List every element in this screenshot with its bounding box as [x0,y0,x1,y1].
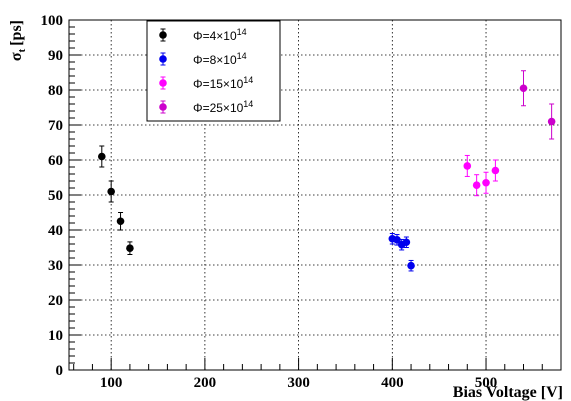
y-tick-labels: 0 10 20 30 40 50 60 70 80 90 100 [41,13,64,379]
x-tick-label: 200 [194,375,217,391]
data-point [472,181,481,189]
y-axis-title-subscript: t [16,48,28,52]
y-tick-label: 70 [48,118,63,134]
legend-entry: Φ=8×1014 [159,51,247,67]
legend-entry: Φ=15×1014 [159,75,253,91]
x-tick-label: 500 [475,375,498,391]
legend-marker [159,31,167,39]
x-tick-label: 100 [100,375,123,391]
data-point [107,187,115,196]
data-markers [98,70,556,272]
legend-entry: Φ=4×1014 [159,27,247,43]
x-axis-title: Bias Voltage [V] [453,384,563,401]
y-axis-title: σt [ps] [8,20,28,61]
data-point [482,178,490,187]
data-point [547,117,556,126]
data-point [402,238,411,247]
y-tick-label: 90 [48,48,63,64]
y-tick-label: 60 [48,153,63,169]
data-point [463,162,472,170]
plot-frame [68,19,562,371]
data-point [126,244,134,252]
y-tick-label: 10 [48,328,63,344]
series--15-10 [463,154,500,197]
legend-marker [159,55,167,63]
legend-label: Φ=15×1014 [193,75,253,91]
series--4-10 [98,145,134,255]
series--8-10 [388,233,415,272]
x-tick-labels: 100 200 300 400 500 [100,375,497,391]
legend-marker [159,79,167,87]
y-tick-label: 20 [48,293,63,309]
x-tick-label: 400 [381,375,404,391]
data-point [116,217,125,226]
legend-label: Φ=4×1014 [193,27,247,43]
data-point [393,236,401,244]
legend-label: Φ=8×1014 [193,51,247,67]
data-point [407,261,415,270]
legend: Φ=4×1014 Φ=8×1014 Φ=15×1014 Φ=25×1014 [146,20,281,122]
axis-ticks [69,19,562,371]
y-tick-label: 0 [56,363,64,379]
legend-marker [159,103,167,111]
series--25-10 [519,70,556,140]
y-tick-label: 80 [48,83,63,99]
data-point [98,152,106,161]
legend-label: Φ=25×1014 [193,99,253,115]
legend-box [146,20,281,122]
y-tick-label: 100 [41,13,64,29]
legend-entry: Φ=25×1014 [159,99,253,115]
data-point [519,84,528,93]
y-tick-label: 50 [48,188,63,204]
y-axis-title-symbol: σ [8,52,25,61]
y-tick-label: 40 [48,223,63,239]
x-tick-label: 300 [287,375,310,391]
grid-lines [69,20,561,370]
data-point [491,166,500,175]
y-tick-label: 30 [48,258,63,274]
y-axis-title-unit: [ps] [8,20,25,46]
